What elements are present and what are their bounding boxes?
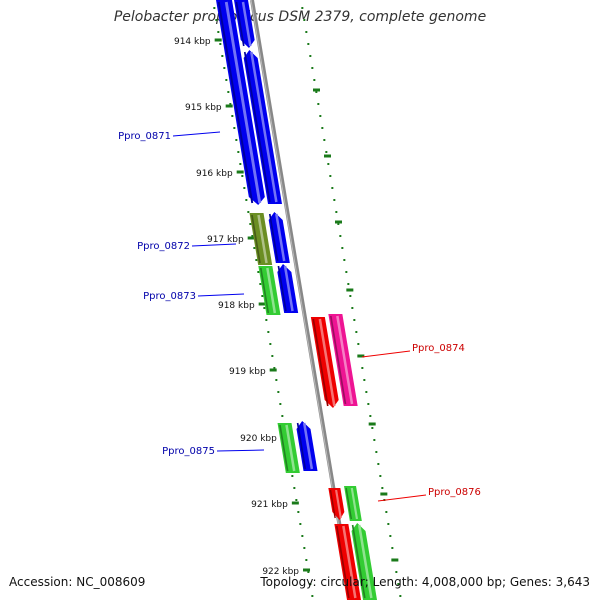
gene-shadow xyxy=(235,1,245,47)
ruler-label: 920 kbp xyxy=(240,434,277,444)
gene-highlight xyxy=(302,422,314,470)
gene-body xyxy=(334,524,362,600)
gene-ppro-0876 xyxy=(344,486,362,521)
gene-highlight xyxy=(335,489,342,519)
gene-shadow xyxy=(345,487,353,520)
gene-shadow xyxy=(335,525,350,599)
topology-summary: Topology: circular; Length: 4,008,000 bp… xyxy=(260,575,590,589)
gene-highlight xyxy=(266,267,277,314)
ruler-label: 914 kbp xyxy=(174,37,211,47)
gene-highlight xyxy=(283,265,294,312)
gene-ppro-0872 xyxy=(249,213,273,265)
gene-label: Ppro_0876 xyxy=(428,487,481,498)
gene-body xyxy=(258,266,281,315)
gene-shadow xyxy=(296,422,307,470)
gene-body xyxy=(328,314,358,406)
gene-body xyxy=(277,423,300,473)
gene-blue-small-3 xyxy=(296,421,318,471)
gene-blue-small-2 xyxy=(277,264,299,313)
label-leader xyxy=(377,494,427,502)
gene-green-bottom xyxy=(351,523,378,600)
gene-highlight xyxy=(224,1,262,204)
gene-blue-inner xyxy=(243,50,283,204)
gene-shadow xyxy=(312,318,329,407)
gene-upper-blue xyxy=(234,0,255,48)
gene-blue-small xyxy=(268,212,290,263)
gene-ppro-0873 xyxy=(258,266,281,315)
gene-labels: Ppro_0871 Ppro_0872 Ppro_0873 Ppro_0874 Ppro… xyxy=(118,131,481,502)
gene-highlight xyxy=(318,318,336,407)
gene-shadow xyxy=(329,315,347,405)
gene-label: Ppro_0872 xyxy=(137,241,190,252)
ruler-label: 917 kbp xyxy=(207,235,244,245)
gene-shadow xyxy=(351,524,366,599)
gene-ppro-0875 xyxy=(277,423,300,473)
ruler-label: 922 kbp xyxy=(262,567,299,577)
gene-highlight xyxy=(257,214,268,264)
gene-ppro-0871 xyxy=(216,0,265,205)
label-leader xyxy=(361,350,411,358)
gene-label: Ppro_0874 xyxy=(412,343,465,354)
gene-body xyxy=(249,213,273,265)
gene-body xyxy=(344,486,362,521)
gene-highlight xyxy=(241,1,252,47)
label-leader xyxy=(216,449,265,452)
label-leader xyxy=(172,131,221,137)
gene-features xyxy=(216,0,378,600)
gene-label: Ppro_0875 xyxy=(162,446,215,457)
gene-highlight xyxy=(250,51,278,203)
ruler-label: 921 kbp xyxy=(251,500,288,510)
gene-highlight xyxy=(285,424,296,472)
label-leader xyxy=(197,293,245,297)
gene-shadow xyxy=(251,214,261,264)
gene-highlight xyxy=(342,525,357,599)
ruler-label: 919 kbp xyxy=(229,367,266,377)
gene-red-bottom xyxy=(334,524,362,600)
gene-shadow xyxy=(217,1,254,204)
gene-label: Ppro_0873 xyxy=(143,291,196,302)
ruler-label: 916 kbp xyxy=(196,169,233,179)
ruler-labels: 914 kbp 915 kbp 916 kbp 917 kbp 918 kbp 919 k… xyxy=(174,37,299,577)
gene-shadow xyxy=(259,267,270,314)
gene-shadow xyxy=(279,424,289,472)
map-title: Pelobacter propionicus DSM 2379, complet… xyxy=(113,9,487,25)
gene-red-small xyxy=(328,488,345,520)
gene-highlight xyxy=(357,524,373,599)
gene-highlight xyxy=(336,315,354,405)
gene-highlight xyxy=(275,213,286,262)
label-leader xyxy=(191,243,237,247)
gene-label: Ppro_0871 xyxy=(118,131,171,142)
gene-red-large xyxy=(310,317,339,408)
gene-shadow xyxy=(329,489,336,519)
gene-highlight xyxy=(350,487,359,520)
accession-text: Accession: NC_008609 xyxy=(9,575,146,589)
ruler-label: 918 kbp xyxy=(218,301,255,311)
gene-shadow xyxy=(243,51,271,203)
gene-shadow xyxy=(268,213,279,262)
gene-shadow xyxy=(277,265,287,312)
gene-ppro-0874 xyxy=(328,314,358,406)
ruler-label: 915 kbp xyxy=(185,103,222,113)
